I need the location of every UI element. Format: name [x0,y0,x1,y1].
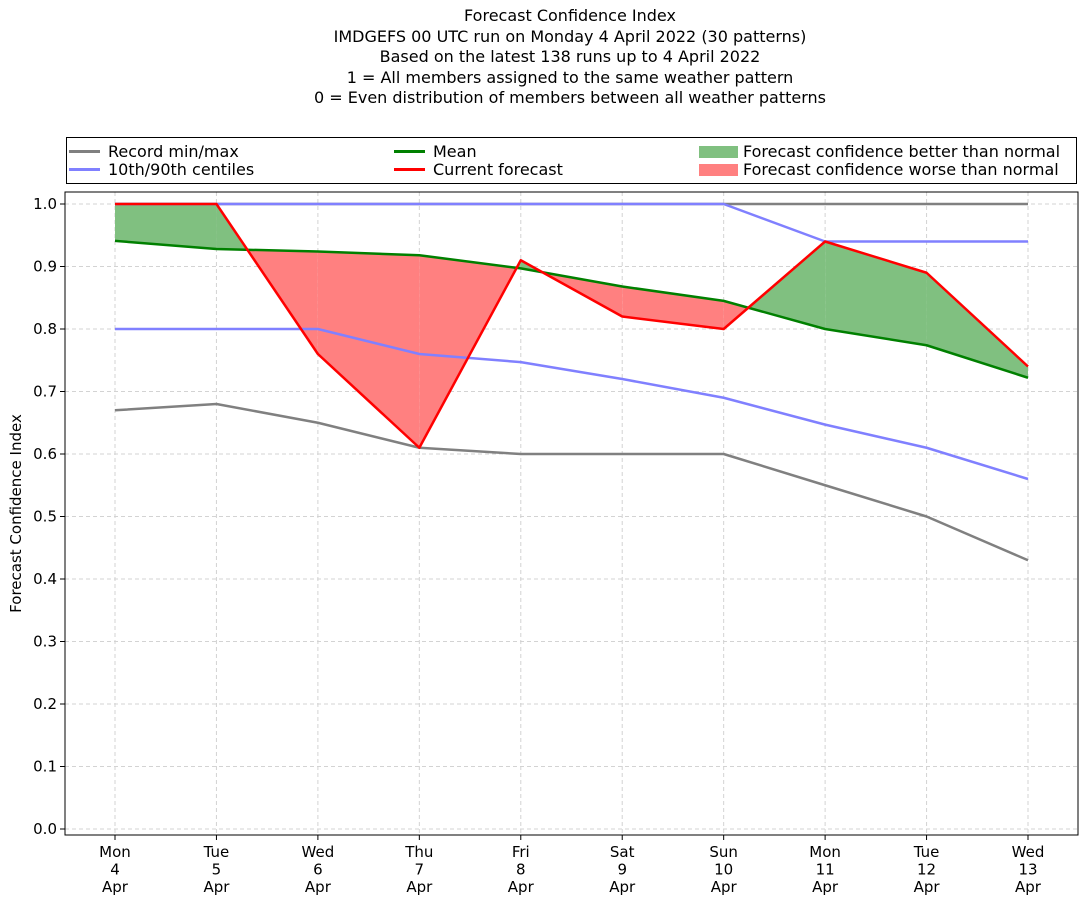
x-tick-label: Sun [709,843,738,861]
x-tick-label: Sat [610,843,635,861]
x-tick-label: 11 [816,861,835,879]
legend-item-record: Record min/max [69,143,239,161]
legend-mean-label: Mean [433,142,477,161]
chart-legend: Record min/max 10th/90th centiles Mean C… [66,137,1077,184]
x-tick-label: Apr [305,878,332,896]
better-fill-area [926,272,1028,378]
x-tick-label: 6 [313,861,323,879]
legend-worse-label: Forecast confidence worse than normal [743,160,1059,179]
y-tick-label: 0.3 [33,633,57,651]
y-tick-label: 0.1 [33,758,57,776]
legend-current-swatch [394,168,425,171]
y-axis-label: Forecast Confidence Index [7,414,25,613]
legend-item-worse: Forecast confidence worse than normal [699,161,1059,179]
plot-frame [64,191,1079,836]
x-tick-label: Apr [508,878,535,896]
x-tick-label: Wed [1012,843,1045,861]
current-forecast-line [115,202,1029,449]
legend-current-label: Current forecast [433,160,563,179]
x-tick-label: Tue [913,843,940,861]
title-line-4: 1 = All members assigned to the same wea… [346,67,794,87]
worse-fill-area [723,300,749,329]
chart-title: Forecast Confidence Index IMDGEFS 00 UTC… [0,6,1092,109]
better-fill-area [825,241,927,346]
y-tick-label: 0.5 [33,508,57,526]
x-tick-label: Apr [711,878,738,896]
y-tick-label: 0.0 [33,820,57,838]
x-tick-label: Thu [404,843,433,861]
x-tick-label: Apr [203,878,230,896]
y-tick-label: 0.2 [33,695,57,713]
legend-mean-swatch [394,150,425,153]
title-line-3: Based on the latest 138 runs up to 4 Apr… [379,47,761,67]
record-min-line [114,402,1029,562]
x-tick-label: Tue [203,843,230,861]
y-tick-label: 0.4 [33,570,57,588]
x-tick-label: Apr [102,878,129,896]
title-line-1: Forecast Confidence Index [464,6,676,25]
x-tick-label: 10 [714,861,733,879]
x-tick-label: Mon [99,843,131,861]
title-line-5: 0 = Even distribution of members between… [313,88,827,108]
x-tick-label: Wed [302,843,335,861]
worse-fill-area [317,251,420,448]
legend-record-swatch [69,150,100,153]
y-tick-label: 0.6 [33,445,57,463]
legend-item-centiles: 10th/90th centiles [69,161,254,179]
x-tick-label: Apr [812,878,839,896]
better-fill-area [115,204,217,249]
worse-fill-area [419,255,517,448]
x-tick-label: Apr [406,878,433,896]
legend-record-label: Record min/max [108,142,239,161]
y-tick-label: 0.7 [33,383,57,401]
x-tick-label: 13 [1018,861,1037,879]
x-tick-label: 9 [617,861,627,879]
legend-centiles-label: 10th/90th centiles [108,160,255,179]
legend-item-better: Forecast confidence better than normal [699,143,1060,161]
x-tick-label: Apr [1015,878,1042,896]
x-tick-label: 12 [917,861,936,879]
legend-item-current: Current forecast [394,161,563,179]
y-tick-label: 1.0 [33,195,57,213]
legend-centiles-swatch [69,168,100,171]
better-fill-area [748,241,826,329]
x-tick-label: Apr [914,878,941,896]
x-tick-label: 7 [415,861,425,879]
p90-line [115,202,1028,243]
legend-item-mean: Mean [394,143,477,161]
x-tick-label: 4 [110,861,120,879]
x-tick-label: 5 [212,861,222,879]
y-tick-label: 0.8 [33,320,57,338]
p10-line [115,327,1029,481]
y-tick-label: 0.9 [33,258,57,276]
x-tick-label: Fri [512,843,530,861]
title-line-2: IMDGEFS 00 UTC run on Monday 4 April 202… [333,26,807,46]
x-tick-label: Apr [609,878,636,896]
legend-better-swatch [699,145,738,158]
mean-line [114,239,1029,379]
x-tick-label: Mon [809,843,841,861]
legend-worse-swatch [699,163,738,176]
legend-better-label: Forecast confidence better than normal [743,142,1061,161]
x-tick-label: 8 [516,861,526,879]
